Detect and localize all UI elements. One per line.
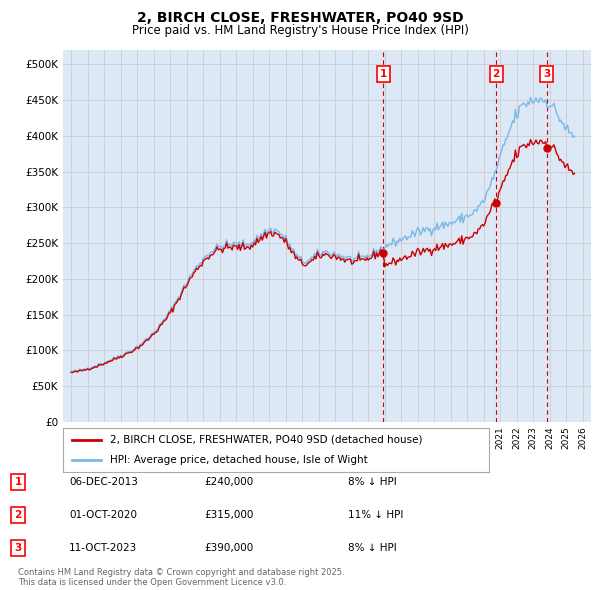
Text: HPI: Average price, detached house, Isle of Wight: HPI: Average price, detached house, Isle… [110,455,368,465]
Text: 1: 1 [380,69,387,78]
Text: 01-OCT-2020: 01-OCT-2020 [69,510,137,520]
Text: £240,000: £240,000 [204,477,253,487]
Text: £390,000: £390,000 [204,543,253,553]
Text: Price paid vs. HM Land Registry's House Price Index (HPI): Price paid vs. HM Land Registry's House … [131,24,469,37]
Text: 8% ↓ HPI: 8% ↓ HPI [348,543,397,553]
Text: 8% ↓ HPI: 8% ↓ HPI [348,477,397,487]
Text: 11-OCT-2023: 11-OCT-2023 [69,543,137,553]
Text: 2, BIRCH CLOSE, FRESHWATER, PO40 9SD: 2, BIRCH CLOSE, FRESHWATER, PO40 9SD [137,11,463,25]
Text: 2: 2 [493,69,500,78]
Text: 3: 3 [14,543,22,553]
Text: £315,000: £315,000 [204,510,253,520]
Text: 06-DEC-2013: 06-DEC-2013 [69,477,138,487]
Text: 11% ↓ HPI: 11% ↓ HPI [348,510,403,520]
Text: 2: 2 [14,510,22,520]
Text: 3: 3 [544,69,551,78]
Text: 2, BIRCH CLOSE, FRESHWATER, PO40 9SD (detached house): 2, BIRCH CLOSE, FRESHWATER, PO40 9SD (de… [110,435,422,445]
Text: 1: 1 [14,477,22,487]
Text: Contains HM Land Registry data © Crown copyright and database right 2025.
This d: Contains HM Land Registry data © Crown c… [18,568,344,587]
